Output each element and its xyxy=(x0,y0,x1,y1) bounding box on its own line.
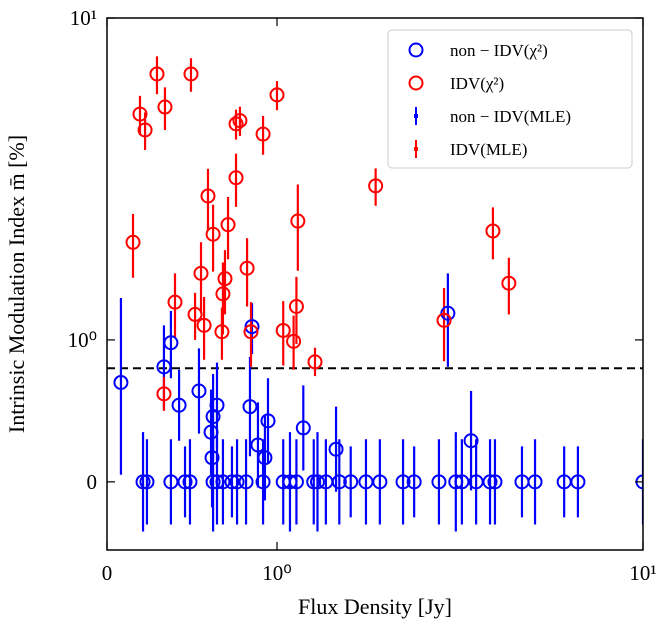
axes: 0 10⁰ 10¹ 0 10⁰ 10¹ xyxy=(68,6,657,585)
point xyxy=(177,474,193,490)
point xyxy=(167,294,183,310)
point xyxy=(487,474,503,490)
point xyxy=(125,234,141,250)
point xyxy=(440,305,456,321)
legend-dot xyxy=(414,147,418,151)
point xyxy=(209,397,225,413)
point xyxy=(368,178,384,194)
point xyxy=(331,474,347,490)
point xyxy=(243,324,259,340)
legend: non − IDV(χ²) IDV(χ²) non − IDV(MLE) IDV(ML… xyxy=(387,29,633,169)
point xyxy=(288,298,304,314)
point xyxy=(255,474,271,490)
point xyxy=(156,386,172,402)
point xyxy=(309,474,325,490)
point xyxy=(527,474,543,490)
point xyxy=(244,319,260,335)
point xyxy=(183,66,199,82)
point xyxy=(113,374,129,390)
point xyxy=(193,265,209,281)
x-tick-label: 0 xyxy=(102,561,113,585)
point xyxy=(436,312,452,328)
point xyxy=(406,474,422,490)
point xyxy=(163,474,179,490)
point xyxy=(482,474,498,490)
point xyxy=(343,474,359,490)
point xyxy=(209,474,225,490)
point xyxy=(242,399,258,415)
point xyxy=(250,437,266,453)
point xyxy=(372,474,388,490)
point xyxy=(232,113,248,129)
point xyxy=(295,420,311,436)
point xyxy=(157,99,173,115)
point xyxy=(448,474,464,490)
point xyxy=(200,188,216,204)
legend-label: non − IDV(χ²) xyxy=(450,41,548,60)
point xyxy=(395,474,411,490)
point xyxy=(214,324,230,340)
point xyxy=(485,223,501,239)
point xyxy=(182,474,198,490)
point xyxy=(191,383,207,399)
point xyxy=(328,441,344,457)
point xyxy=(282,474,298,490)
point xyxy=(204,450,220,466)
point xyxy=(228,170,244,186)
point xyxy=(217,271,233,287)
point xyxy=(288,474,304,490)
point xyxy=(290,213,306,229)
point xyxy=(307,354,323,370)
point xyxy=(269,87,285,103)
point xyxy=(431,474,447,490)
point xyxy=(454,474,470,490)
point xyxy=(501,275,517,291)
point xyxy=(163,335,179,351)
point xyxy=(137,122,153,138)
point xyxy=(215,286,231,302)
legend-marker xyxy=(408,42,424,58)
point xyxy=(260,413,276,429)
x-tick-label: 10¹ xyxy=(629,561,656,585)
point xyxy=(275,322,291,338)
y-tick-label: 10¹ xyxy=(70,6,97,30)
point xyxy=(203,424,219,440)
legend-dot xyxy=(414,114,418,118)
point xyxy=(257,450,273,466)
point xyxy=(224,474,240,490)
x-axis-label: Flux Density [Jy] xyxy=(298,594,452,619)
point xyxy=(463,433,479,449)
legend-label: non − IDV(MLE) xyxy=(450,107,571,126)
plot-area xyxy=(107,56,643,532)
point xyxy=(196,317,212,333)
point xyxy=(205,474,221,490)
point xyxy=(156,359,172,375)
y-tick-label: 0 xyxy=(87,470,98,494)
frame xyxy=(106,17,644,551)
legend-label: IDV(MLE) xyxy=(450,140,527,159)
point xyxy=(205,226,221,242)
point xyxy=(135,474,151,490)
point xyxy=(286,333,302,349)
y-tick-label: 10⁰ xyxy=(68,328,97,352)
x-tick-label: 10⁰ xyxy=(262,561,291,585)
legend-box xyxy=(387,29,633,169)
legend-marker xyxy=(408,75,424,91)
point xyxy=(132,106,148,122)
point xyxy=(229,474,245,490)
point xyxy=(149,66,165,82)
point xyxy=(220,217,236,233)
legend-label: IDV(χ²) xyxy=(450,74,504,93)
point xyxy=(171,397,187,413)
point xyxy=(570,474,586,490)
point xyxy=(187,306,203,322)
point xyxy=(139,474,155,490)
point xyxy=(215,474,231,490)
point xyxy=(228,116,244,132)
point xyxy=(238,474,254,490)
point xyxy=(239,260,255,276)
point xyxy=(255,126,271,142)
y-axis-label: Intrinsic Modulation Index m̄ [%] xyxy=(4,135,29,433)
